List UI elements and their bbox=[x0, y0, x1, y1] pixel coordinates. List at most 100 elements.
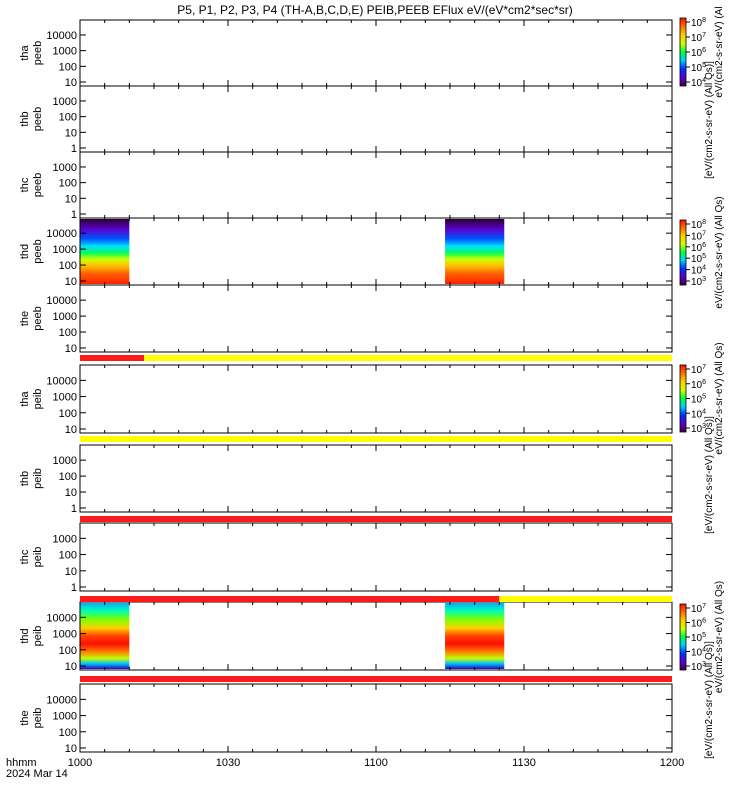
colorbar-gradient bbox=[679, 364, 687, 433]
colorbar-tick-label: 104 bbox=[691, 408, 706, 420]
colorbar-tick-label: 106 bbox=[691, 47, 706, 59]
colorbar-tick-label: 104 bbox=[691, 77, 706, 89]
panel-label-probe: thd bbox=[19, 244, 31, 259]
y-tick-label: 1000 bbox=[53, 533, 77, 545]
y-tick-label: 1000 bbox=[53, 392, 77, 404]
colorbar-tick-label: 108 bbox=[691, 17, 706, 29]
colorbar-tick-label: 105 bbox=[691, 62, 706, 74]
panel-label-probe: thc bbox=[19, 549, 31, 564]
colorbar-tick-label: 103 bbox=[691, 276, 706, 288]
panel-tha-peib: 10000 1000 100 10 tha peib bbox=[19, 364, 673, 436]
y-tick-label: 100 bbox=[59, 471, 77, 483]
panel-label-product: peib bbox=[32, 468, 44, 489]
panel-label-probe: thb bbox=[19, 471, 31, 486]
colorbar-1: 108 107 106 105 104 eV/(cm2-s-sr-eV) (Al bbox=[679, 6, 725, 98]
colorbar-tick-label: 107 bbox=[691, 364, 706, 376]
panel-thc-peeb: 1000 100 10 1 thc peeb bbox=[19, 151, 673, 221]
panel-the-peeb: 10000 1000 100 10 the peeb bbox=[19, 284, 673, 355]
panel-frame bbox=[79, 85, 673, 153]
panel-tha-peeb: 10000 1000 100 10 tha peeb bbox=[19, 19, 673, 89]
y-tick-label: 1000 bbox=[53, 629, 77, 641]
panel-label-product: peib bbox=[32, 547, 44, 568]
flag-bar-1 bbox=[80, 355, 673, 361]
y-tick-label: 1 bbox=[71, 209, 77, 221]
panel-frame bbox=[79, 19, 673, 87]
chart-title: P5, P1, P2, P3, P4 (TH-A,B,C,D,E) PEIB,P… bbox=[177, 3, 572, 17]
colorbar-tick-label: 104 bbox=[691, 265, 706, 277]
colorbar-units-label: eV/(cm2-s-sr-eV) (All Qs) bbox=[714, 342, 725, 454]
colorbar-tick-label: 106 bbox=[691, 242, 706, 254]
panel-frame bbox=[79, 522, 673, 592]
panel-label-product: peeb bbox=[32, 107, 44, 131]
panel-thc-peib: 1000 100 10 1 thc peib bbox=[19, 522, 673, 594]
panel-label-product: peib bbox=[32, 389, 44, 410]
colorbar-units-label: eV/(cm2-s-sr-eV) (All Qs) bbox=[714, 581, 725, 693]
colorbar-gradient bbox=[679, 603, 687, 671]
y-tick-label: 1000 bbox=[53, 711, 77, 723]
y-tick-label: 1 bbox=[71, 143, 77, 155]
colorbar-gradient bbox=[679, 17, 687, 87]
panel-the-peib: 10000 1000 100 10 the peib bbox=[19, 683, 673, 755]
y-tick-label: 10000 bbox=[46, 694, 77, 706]
y-tick-label: 10000 bbox=[46, 30, 77, 42]
panel-label-probe: tha bbox=[19, 390, 31, 406]
y-tick-label: 1000 bbox=[53, 162, 77, 174]
y-tick-label: 1000 bbox=[53, 455, 77, 467]
flag-segment-red bbox=[80, 676, 672, 682]
colorbar-tick-label: 106 bbox=[691, 379, 706, 391]
y-tick-label: 1 bbox=[71, 503, 77, 515]
colorbar-tick-label: 103 bbox=[691, 423, 706, 435]
panel-label-product: peeb bbox=[32, 173, 44, 197]
colorbar-units-label: eV/(cm2-s-sr-eV) (All Qs) bbox=[714, 196, 725, 308]
x-axis: 1000 1030 1100 1130 1200 hhmm 2024 Mar 14 bbox=[6, 757, 684, 780]
y-tick-label: 100 bbox=[59, 260, 77, 272]
y-tick-label: 100 bbox=[59, 727, 77, 739]
panel-label-product: peib bbox=[32, 708, 44, 729]
panel-frame bbox=[79, 683, 673, 753]
flag-segment-red bbox=[80, 516, 672, 522]
panel-frame bbox=[79, 601, 673, 671]
y-tick-label: 100 bbox=[59, 112, 77, 124]
flag-segment-yellow bbox=[80, 436, 672, 442]
flag-segment-yellow bbox=[499, 596, 672, 602]
y-tick-label: 1000 bbox=[53, 311, 77, 323]
flag-bar-3 bbox=[80, 516, 672, 522]
panel-frame bbox=[79, 364, 673, 434]
flag-segment-red bbox=[80, 596, 500, 602]
y-tick-label: 10 bbox=[65, 193, 77, 205]
colorbar-extra-label-ion-bottom: [eV/(cm2-s-sr-eV) (All Qs)] bbox=[704, 641, 715, 759]
y-tick-label: 10 bbox=[65, 276, 77, 288]
spectrogram-block-2 bbox=[445, 603, 505, 669]
panel-label-probe: tha bbox=[19, 44, 31, 60]
colorbar-tick-label: 106 bbox=[691, 618, 706, 630]
panel-thb-peeb: 1000 100 10 1 thb peeb bbox=[19, 85, 673, 155]
y-tick-label: 100 bbox=[59, 327, 77, 339]
y-tick-label: 10000 bbox=[46, 228, 77, 240]
panel-label-probe: thb bbox=[19, 111, 31, 126]
panel-label-product: peeb bbox=[32, 41, 44, 65]
colorbar-tick-label: 105 bbox=[691, 394, 706, 406]
y-tick-label: 10 bbox=[65, 566, 77, 578]
y-tick-label: 10 bbox=[65, 661, 77, 673]
colorbar-tick-label: 107 bbox=[691, 32, 706, 44]
colorbar-gradient bbox=[679, 219, 687, 286]
x-tick-label: 1030 bbox=[216, 757, 240, 769]
colorbar-extra-label-ion: [eV/(cm2-s-sr-eV) (All Qs)] bbox=[704, 416, 715, 534]
x-tick-label: 1130 bbox=[512, 757, 536, 769]
y-tick-label: 100 bbox=[59, 61, 77, 73]
panel-label-product: peeb bbox=[32, 239, 44, 263]
colorbar-tick-label: 105 bbox=[691, 253, 706, 265]
y-tick-label: 1 bbox=[71, 582, 77, 594]
colorbar-tick-label: 103 bbox=[691, 661, 706, 673]
y-tick-label: 10000 bbox=[46, 295, 77, 307]
x-tick-label: 1000 bbox=[68, 757, 92, 769]
panel-label-product: peib bbox=[32, 626, 44, 647]
y-tick-label: 1000 bbox=[53, 244, 77, 256]
spectrogram-block-2 bbox=[445, 219, 505, 284]
panel-frame bbox=[79, 217, 673, 286]
x-tick-label: 1100 bbox=[364, 757, 388, 769]
y-tick-label: 1000 bbox=[53, 46, 77, 58]
panel-thd-peib: 10000 1000 100 10 thd peib bbox=[19, 601, 673, 673]
